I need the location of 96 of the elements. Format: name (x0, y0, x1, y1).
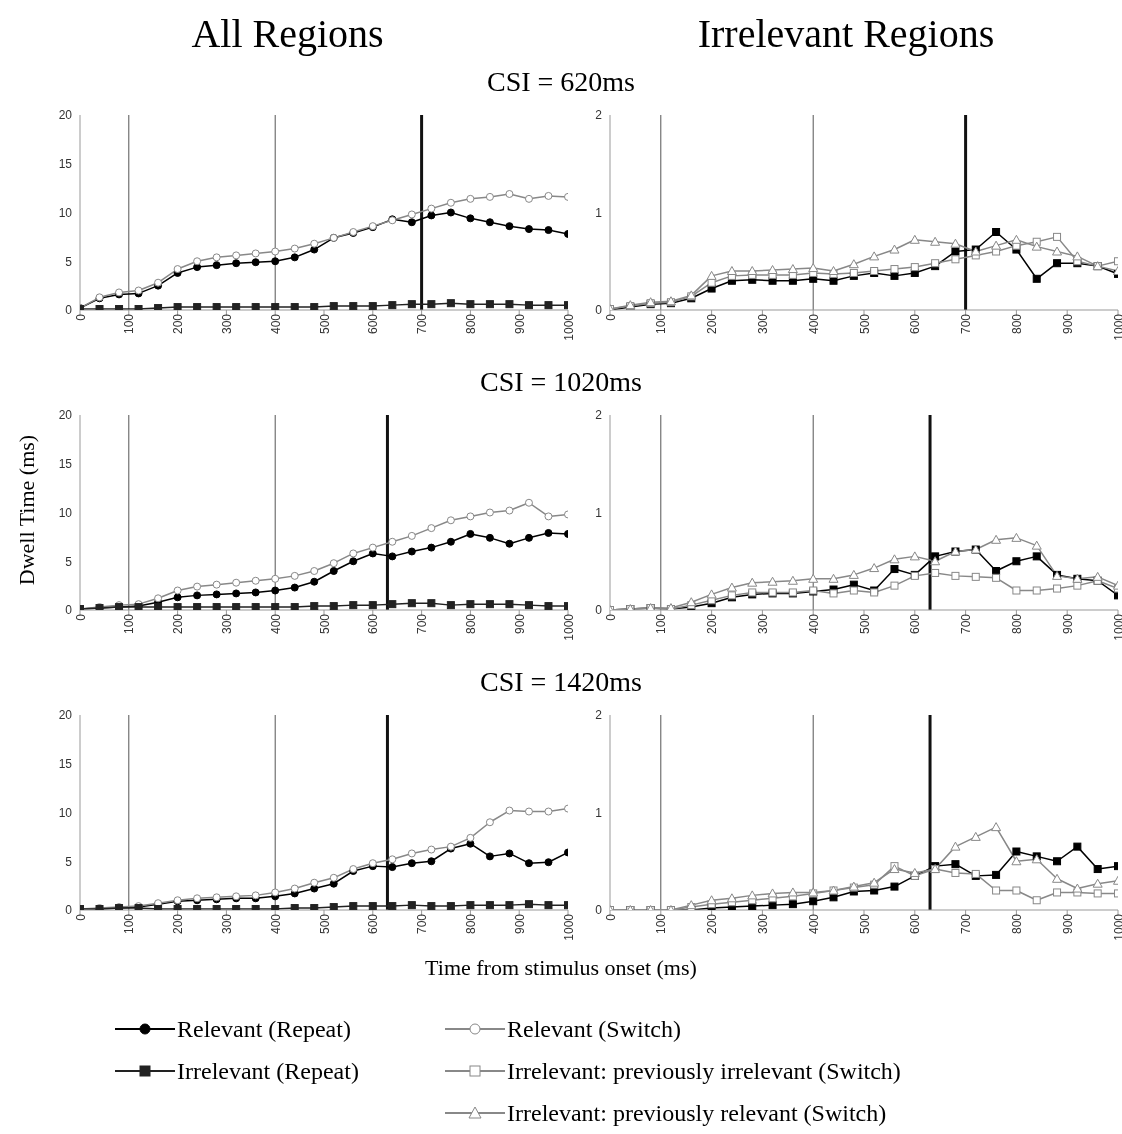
x-tick-label: 300 (219, 313, 234, 335)
y-tick-label: 5 (65, 554, 73, 569)
x-tick-label: 400 (268, 613, 283, 635)
x-tick-label: 600 (908, 913, 923, 935)
x-tick-label: 900 (1060, 613, 1075, 635)
x-tick-label: 800 (463, 313, 478, 335)
y-tick-label: 20 (58, 708, 73, 723)
x-tick-label: 300 (219, 613, 234, 635)
y-tick-label: 2 (595, 108, 603, 123)
x-tick-label: 100 (654, 913, 669, 935)
x-tick-label: 300 (219, 913, 234, 935)
chart-title: Irrelevant Regions (696, 10, 996, 57)
x-tick-label: 200 (171, 913, 186, 935)
y-tick-label: 1 (595, 505, 603, 520)
y-tick-label: 5 (65, 854, 73, 869)
x-tick-label: 400 (806, 913, 821, 935)
x-tick-label: 700 (959, 913, 974, 935)
y-tick-label: 10 (58, 805, 73, 820)
x-tick-label: 0 (73, 313, 88, 321)
x-tick-label: 600 (366, 613, 381, 635)
y-axis-title: Dwell Time (ms) (14, 434, 40, 586)
x-tick-label: 1000 (561, 313, 576, 341)
legend-label: Irrelevant: previously relevant (Switch) (507, 1099, 887, 1127)
x-tick-label: 100 (654, 313, 669, 335)
x-tick-label: 500 (857, 913, 872, 935)
y-tick-label: 2 (595, 708, 603, 723)
x-tick-label: 600 (366, 913, 381, 935)
x-tick-label: 700 (415, 313, 430, 335)
legend-label: Irrelevant (Repeat) (177, 1057, 359, 1085)
x-tick-label: 1000 (1111, 313, 1122, 341)
x-tick-label: 700 (959, 313, 974, 335)
x-tick-label: 100 (122, 313, 137, 335)
x-tick-label: 400 (268, 313, 283, 335)
x-tick-label: 0 (603, 313, 618, 321)
x-tick-label: 400 (268, 913, 283, 935)
legend-label: Relevant (Repeat) (177, 1015, 351, 1043)
y-tick-label: 15 (58, 157, 73, 172)
x-tick-label: 700 (415, 613, 430, 635)
x-tick-label: 1000 (1111, 913, 1122, 941)
chart-subtitle: CSI = 1420ms (478, 666, 643, 698)
x-tick-label: 500 (317, 913, 332, 935)
x-tick-label: 900 (512, 913, 527, 935)
x-tick-label: 500 (857, 613, 872, 635)
x-tick-label: 1000 (1111, 613, 1122, 641)
x-tick-label: 600 (908, 613, 923, 635)
x-tick-label: 200 (705, 913, 720, 935)
y-tick-label: 15 (58, 457, 73, 472)
y-tick-label: 20 (58, 108, 73, 123)
x-tick-label: 300 (755, 613, 770, 635)
x-tick-label: 900 (512, 613, 527, 635)
x-tick-label: 700 (415, 913, 430, 935)
y-tick-label: 10 (58, 505, 73, 520)
x-axis-title: Time from stimulus onset (ms) (424, 955, 698, 981)
x-tick-label: 0 (603, 913, 618, 921)
x-tick-label: 200 (171, 613, 186, 635)
x-tick-label: 1000 (561, 613, 576, 641)
x-tick-label: 0 (603, 613, 618, 621)
x-tick-label: 1000 (561, 913, 576, 941)
x-tick-label: 600 (908, 313, 923, 335)
x-tick-label: 0 (73, 913, 88, 921)
y-tick-label: 15 (58, 757, 73, 772)
y-tick-label: 1 (595, 205, 603, 220)
x-tick-label: 200 (705, 313, 720, 335)
x-tick-label: 200 (171, 313, 186, 335)
x-tick-label: 100 (122, 613, 137, 635)
x-tick-label: 500 (317, 313, 332, 335)
y-tick-label: 5 (65, 254, 73, 269)
legend-label: Relevant (Switch) (507, 1015, 681, 1043)
x-tick-label: 100 (654, 613, 669, 635)
y-tick-label: 2 (595, 408, 603, 423)
x-tick-label: 900 (1060, 313, 1075, 335)
y-tick-label: 20 (58, 408, 73, 423)
x-tick-label: 100 (122, 913, 137, 935)
x-tick-label: 700 (959, 613, 974, 635)
y-tick-label: 10 (58, 205, 73, 220)
x-tick-label: 300 (755, 913, 770, 935)
x-tick-label: 200 (705, 613, 720, 635)
x-tick-label: 500 (857, 313, 872, 335)
x-tick-label: 400 (806, 313, 821, 335)
y-tick-label: 1 (595, 805, 603, 820)
x-tick-label: 800 (1009, 613, 1024, 635)
x-tick-label: 800 (463, 913, 478, 935)
chart-title: All Regions (190, 10, 385, 57)
legend-label: Irrelevant: previously irrelevant (Switch) (507, 1057, 901, 1085)
x-tick-label: 800 (1009, 313, 1024, 335)
chart-subtitle: CSI = 1020ms (478, 366, 643, 398)
x-tick-label: 800 (463, 613, 478, 635)
x-tick-label: 600 (366, 313, 381, 335)
chart-subtitle: CSI = 620ms (485, 66, 636, 98)
x-tick-label: 900 (512, 313, 527, 335)
x-tick-label: 500 (317, 613, 332, 635)
x-tick-label: 300 (755, 313, 770, 335)
x-tick-label: 900 (1060, 913, 1075, 935)
x-tick-label: 0 (73, 613, 88, 621)
x-tick-label: 800 (1009, 913, 1024, 935)
x-tick-label: 400 (806, 613, 821, 635)
